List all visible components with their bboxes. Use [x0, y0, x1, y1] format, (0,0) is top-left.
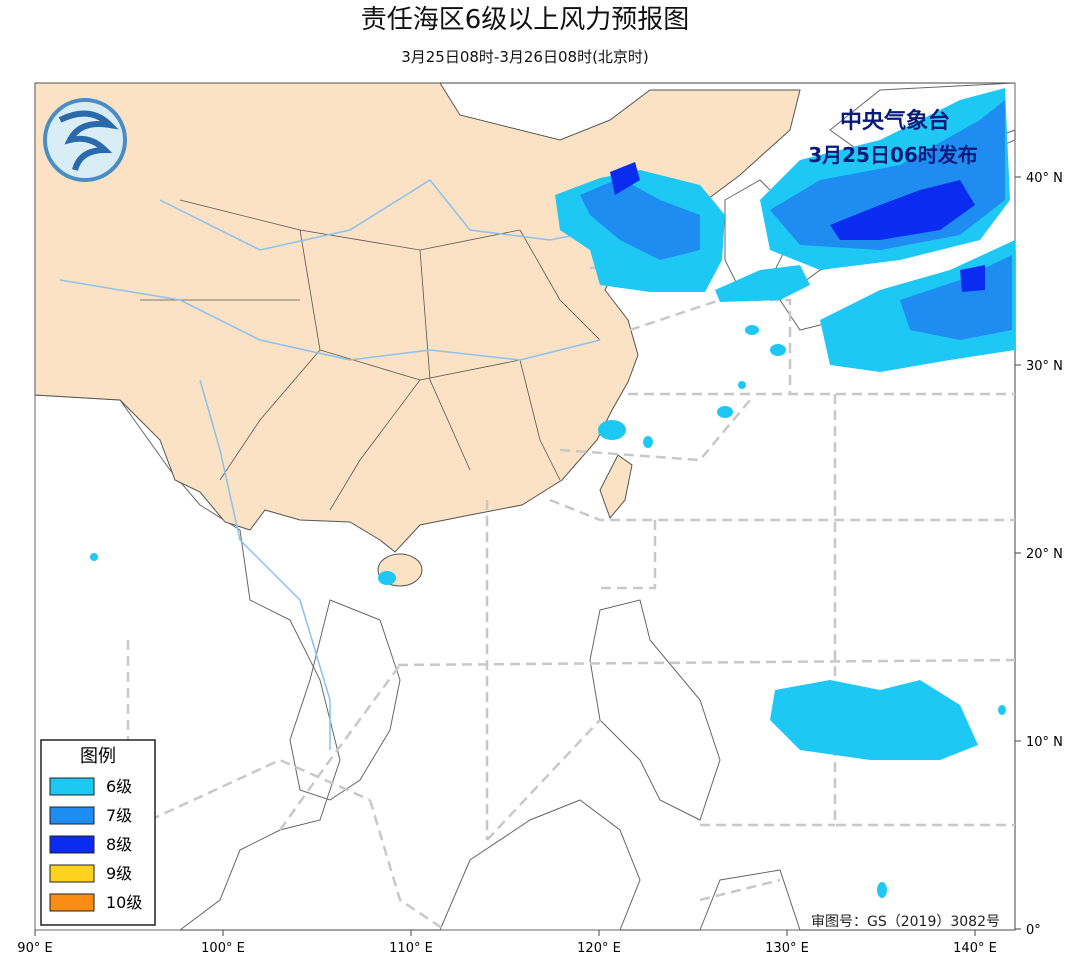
y-tick-label: 0° [1026, 923, 1041, 938]
legend-label: 10级 [106, 893, 142, 912]
issue-time: 3月25日06时发布 [808, 143, 978, 167]
legend-title: 图例 [80, 746, 116, 767]
y-tick-label: 30° N [1026, 359, 1063, 374]
subtitle: 3月25日08时-3月26日08时(北京时) [401, 48, 649, 66]
x-tick-label: 90° E [17, 941, 52, 956]
y-tick-label: 40° N [1026, 171, 1063, 186]
province-borders [140, 199, 601, 511]
wind-areas [90, 88, 1015, 898]
wind-level-8 [610, 162, 985, 292]
legend-swatch [49, 864, 95, 883]
land [439, 799, 801, 931]
map-area: 中央气象台 3月25日06时发布 审图号：GS（2019）3082号 图例 6级… [34, 82, 1016, 932]
legend-swatch [49, 806, 95, 825]
legend: 图例 6级 7级 8级 9级 10级 [40, 739, 156, 926]
x-tick-label: 130° E [765, 941, 809, 956]
taiwan [599, 454, 633, 519]
land [589, 599, 721, 821]
y-tick-label: 20° N [1026, 547, 1063, 562]
legend-swatch [49, 777, 95, 796]
review-number: 审图号：GS（2019）3082号 [811, 914, 1000, 930]
x-tick-label: 120° E [577, 941, 621, 956]
china-land [34, 82, 801, 553]
legend-label: 8级 [106, 835, 132, 854]
issuer-name: 中央气象台 [840, 108, 950, 134]
title: 责任海区6级以上风力预报图 [361, 5, 690, 35]
rivers [59, 179, 601, 750]
axes: 90° E 100° E 110° E 120° E 130° E 140° E 40° N… [17, 171, 1063, 956]
y-tick-label: 10° N [1026, 735, 1063, 750]
legend-swatch [49, 893, 95, 912]
logo [43, 98, 127, 182]
legend-label: 6级 [106, 777, 132, 796]
x-tick-label: 110° E [389, 941, 433, 956]
legend-label: 7级 [106, 806, 132, 825]
x-tick-label: 140° E [953, 941, 997, 956]
legend-label: 9级 [106, 864, 132, 883]
x-tick-label: 100° E [201, 941, 245, 956]
legend-swatch [49, 835, 95, 854]
